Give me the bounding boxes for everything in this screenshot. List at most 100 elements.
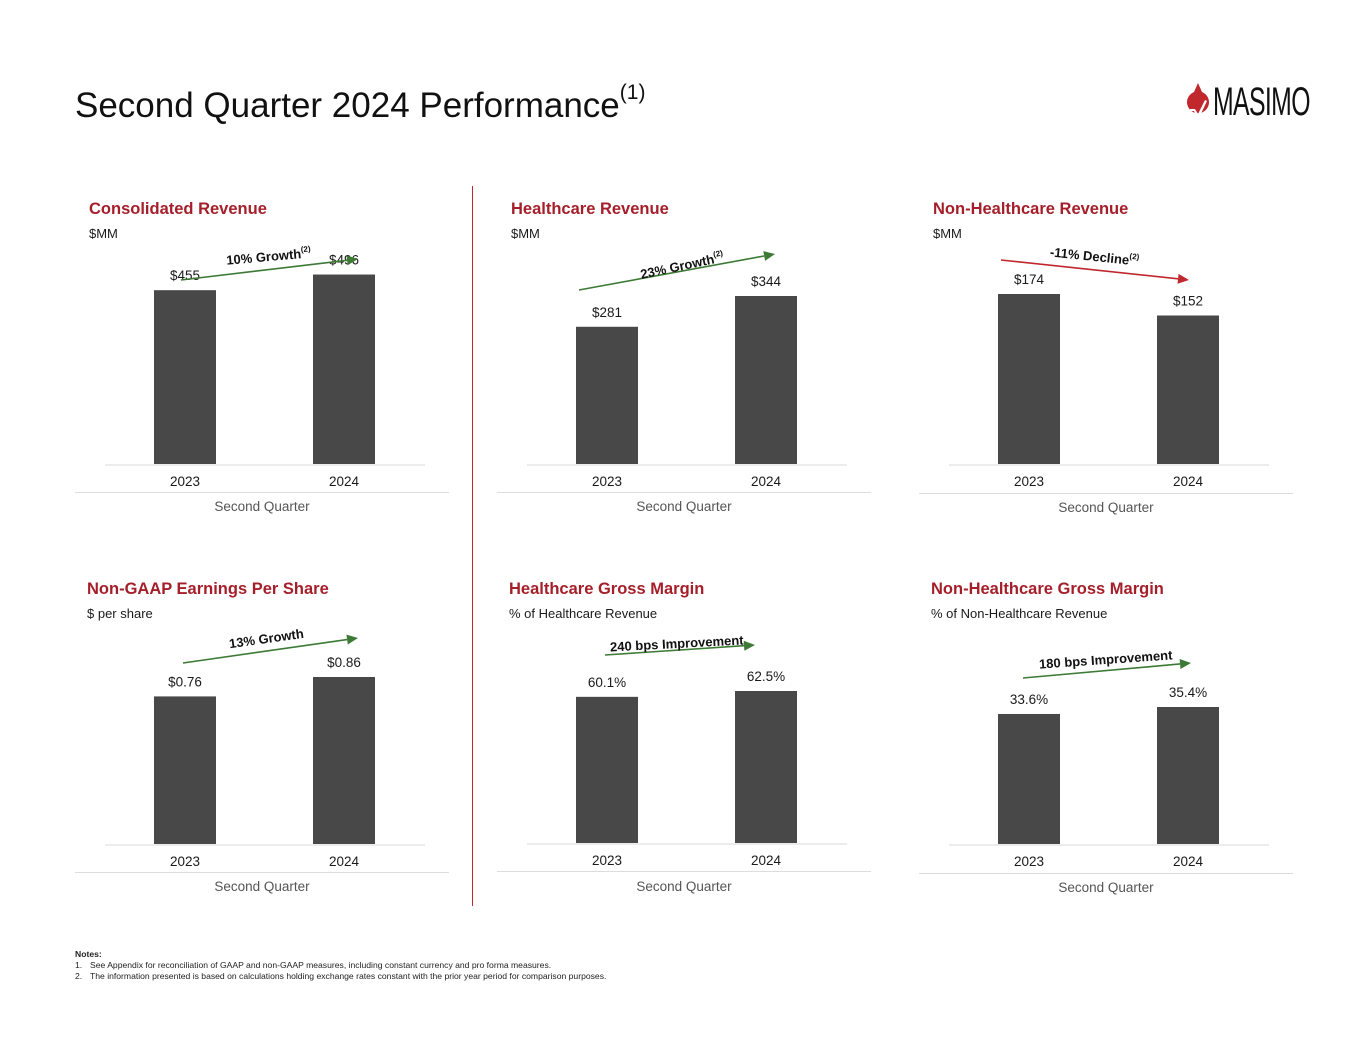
x-tick-2024: 2024 bbox=[329, 854, 360, 869]
chart-title: Non-GAAP Earnings Per Share bbox=[87, 580, 329, 598]
x-tick-2023: 2023 bbox=[170, 474, 200, 489]
trend-annotation-text: 23% Growth bbox=[639, 251, 716, 281]
trend-annotation-footnote: (2) bbox=[712, 248, 724, 259]
trend-annotation-text: 180 bps Improvement bbox=[1038, 647, 1173, 671]
x-tick-2023: 2023 bbox=[592, 474, 622, 489]
chart-unit: $MM bbox=[89, 226, 118, 241]
trend-arrow-head bbox=[763, 251, 775, 261]
chart-footer-line bbox=[919, 873, 1293, 874]
data-label-2023: 60.1% bbox=[588, 675, 626, 690]
chart-non-healthcare-gross-margin: Non-Healthcare Gross Margin % of Non-Hea… bbox=[919, 567, 1299, 907]
note-item: 2. The information presented is based on … bbox=[75, 971, 606, 982]
bar-2024 bbox=[735, 691, 797, 843]
x-tick-2024: 2024 bbox=[751, 474, 782, 489]
chart-title: Non-Healthcare Revenue bbox=[933, 200, 1129, 218]
chart-title: Consolidated Revenue bbox=[89, 200, 267, 218]
data-label-2023: $455 bbox=[170, 268, 200, 283]
trend-annotation: 240 bps Improvement bbox=[610, 632, 745, 654]
bar-2023 bbox=[998, 294, 1060, 464]
x-tick-2024: 2024 bbox=[1173, 474, 1204, 489]
chart-xlabel: Second Quarter bbox=[1058, 500, 1154, 515]
trend-annotation: 10% Growth(2) bbox=[226, 244, 312, 267]
x-tick-2023: 2023 bbox=[592, 853, 622, 868]
bar-2023 bbox=[576, 696, 638, 843]
chart-unit: $ per share bbox=[87, 606, 153, 621]
chart-title: Healthcare Gross Margin bbox=[509, 580, 705, 598]
chart-footer-line bbox=[75, 492, 449, 493]
bar-2024 bbox=[313, 274, 375, 464]
chart-xlabel: Second Quarter bbox=[1058, 880, 1154, 895]
bar-2023 bbox=[154, 696, 216, 844]
trend-arrow-line bbox=[182, 638, 348, 664]
chart-unit: % of Healthcare Revenue bbox=[509, 606, 658, 621]
data-label-2023: $0.76 bbox=[168, 674, 202, 689]
trend-annotation-footnote: (2) bbox=[300, 244, 311, 254]
chart-footer-line bbox=[497, 871, 871, 872]
bar-2023 bbox=[154, 290, 216, 464]
trend-arrow-line bbox=[1022, 663, 1181, 679]
chart-unit: $MM bbox=[933, 226, 962, 241]
bar-2024 bbox=[313, 677, 375, 844]
chart-footer-line bbox=[919, 493, 1293, 494]
data-label-2024: $0.86 bbox=[327, 655, 361, 670]
chart-footer-line bbox=[75, 872, 449, 873]
note-text: See Appendix for reconciliation of GAAP … bbox=[90, 960, 552, 970]
chart-canvas: 60.1% 2023 62.5% 2024 240 bps Improvement bbox=[527, 632, 847, 868]
trend-arrow-head bbox=[1179, 658, 1191, 669]
column-divider bbox=[472, 186, 473, 906]
x-tick-2024: 2024 bbox=[751, 853, 782, 868]
data-label-2024: $344 bbox=[751, 274, 782, 289]
chart-xlabel: Second Quarter bbox=[214, 499, 310, 514]
trend-annotation: 180 bps Improvement bbox=[1038, 647, 1173, 671]
x-tick-2023: 2023 bbox=[170, 854, 200, 869]
trend-annotation: 23% Growth(2) bbox=[639, 248, 726, 281]
data-label-2024: 35.4% bbox=[1169, 685, 1207, 700]
trend-arrow-head bbox=[1177, 273, 1189, 284]
notes-heading: Notes: bbox=[75, 949, 102, 959]
page-title: Second Quarter 2024 Performance(1) bbox=[75, 81, 645, 126]
trend-arrow-head bbox=[346, 255, 358, 266]
chart-title: Non-Healthcare Gross Margin bbox=[931, 580, 1164, 598]
page-title-text: Second Quarter 2024 Performance bbox=[75, 86, 620, 125]
trend-arrow-line bbox=[1000, 259, 1179, 280]
data-label-2024: 62.5% bbox=[747, 669, 785, 684]
bar-2024 bbox=[1157, 707, 1219, 844]
trend-arrow-line bbox=[180, 259, 348, 281]
x-tick-2024: 2024 bbox=[1173, 854, 1204, 869]
chart-non-healthcare-revenue: Non-Healthcare Revenue $MM $174 2023 $152 2… bbox=[919, 187, 1299, 527]
chart-healthcare-gross-margin: Healthcare Gross Margin % of Healthcare … bbox=[497, 567, 877, 907]
data-label-2023: $281 bbox=[592, 305, 622, 320]
data-label-2023: 33.6% bbox=[1010, 692, 1048, 707]
bar-2024 bbox=[735, 296, 797, 464]
trend-arrow-line bbox=[604, 644, 745, 656]
x-tick-2024: 2024 bbox=[329, 474, 360, 489]
trend-annotation-text: 240 bps Improvement bbox=[610, 632, 745, 654]
trend-arrow-head bbox=[743, 640, 755, 651]
bar-2024 bbox=[1157, 315, 1219, 464]
chart-unit: $MM bbox=[511, 226, 540, 241]
footnotes: Notes: 1. See Appendix for reconciliation… bbox=[75, 949, 606, 982]
data-label-2023: $174 bbox=[1014, 272, 1045, 287]
note-number: 2. bbox=[75, 971, 83, 981]
chart-unit: % of Non-Healthcare Revenue bbox=[931, 606, 1108, 621]
bar-2023 bbox=[998, 713, 1060, 844]
data-label-2024: $152 bbox=[1173, 293, 1203, 308]
bar-2023 bbox=[576, 326, 638, 464]
chart-healthcare-revenue: Healthcare Revenue $MM $281 2023 $344 2024 2… bbox=[497, 187, 877, 527]
trend-arrow-head bbox=[346, 634, 358, 645]
chart-canvas: $174 2023 $152 2024 -11% Decline(2) bbox=[949, 244, 1269, 489]
chart-consolidated-revenue: Consolidated Revenue $MM $455 2023 $496 202… bbox=[75, 187, 455, 527]
chart-xlabel: Second Quarter bbox=[636, 879, 732, 894]
masimo-logo: MASIMO bbox=[1186, 80, 1310, 128]
page-title-footnote: (1) bbox=[619, 81, 646, 104]
x-tick-2023: 2023 bbox=[1014, 474, 1044, 489]
chart-canvas: 33.6% 2023 35.4% 2024 180 bps Improvement bbox=[949, 647, 1269, 869]
chart-title: Healthcare Revenue bbox=[511, 200, 669, 218]
trend-annotation-footnote: (2) bbox=[1129, 252, 1140, 262]
chart-non-gaap-eps: Non-GAAP Earnings Per Share $ per share … bbox=[75, 567, 455, 907]
masimo-logo-text: MASIMO bbox=[1213, 80, 1310, 124]
note-item: 1. See Appendix for reconciliation of GAA… bbox=[75, 960, 606, 971]
masimo-logo-icon bbox=[1187, 83, 1209, 120]
